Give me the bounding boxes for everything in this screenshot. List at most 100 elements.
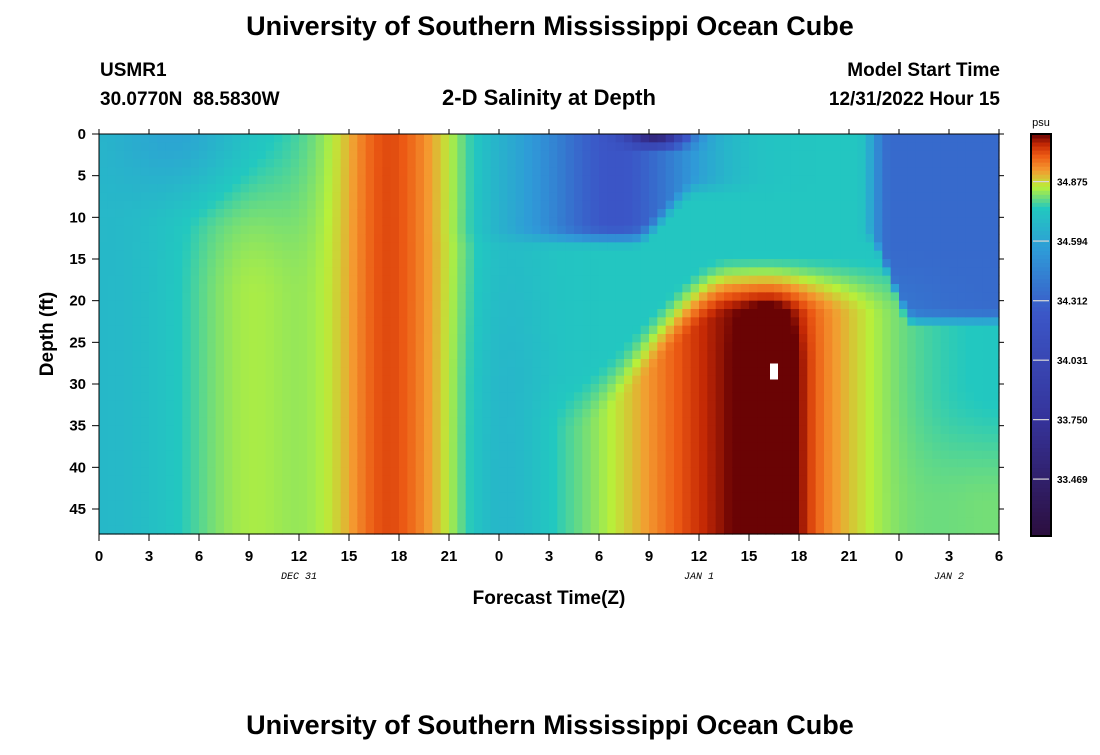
heatmap-cell [649, 292, 658, 302]
heatmap-cell [724, 392, 733, 402]
heatmap-cell [582, 425, 592, 435]
heatmap-cell [449, 359, 458, 368]
heatmap-cell [199, 334, 208, 343]
heatmap-cell [840, 150, 850, 160]
heatmap-cell [324, 350, 333, 360]
heatmap-cell [824, 309, 833, 318]
heatmap-cell [382, 334, 392, 343]
heatmap-cell [365, 450, 375, 460]
heatmap-cell [490, 425, 500, 435]
heatmap-cell [624, 459, 633, 468]
heatmap-cell [132, 234, 142, 243]
heatmap-cell [565, 375, 575, 385]
heatmap-cell [374, 442, 383, 452]
heatmap-cell [549, 317, 558, 327]
heatmap-cell [915, 342, 925, 352]
heatmap-cell [907, 509, 917, 518]
heatmap-cell [457, 492, 467, 502]
heatmap-cell [824, 359, 833, 368]
heatmap-cell [882, 284, 892, 293]
heatmap-cell [532, 142, 542, 152]
heatmap-cell [907, 375, 917, 385]
heatmap-cell [524, 150, 533, 160]
heatmap-cell [540, 459, 550, 468]
heatmap-cell [324, 300, 333, 310]
heatmap-cell [107, 459, 117, 468]
heatmap-cell [507, 492, 517, 502]
heatmap-cell [740, 200, 750, 210]
heatmap-cell [215, 300, 225, 310]
heatmap-cell [499, 417, 508, 427]
heatmap-cell [849, 475, 858, 485]
heatmap-cell [899, 150, 908, 160]
heatmap-cell [574, 384, 583, 393]
heatmap-cell [915, 467, 925, 477]
heatmap-cell [315, 517, 325, 527]
heatmap-cell [99, 142, 108, 152]
heatmap-cell [882, 150, 892, 160]
heatmap-cell [332, 134, 342, 143]
heatmap-cell [524, 275, 533, 285]
heatmap-cell [699, 175, 708, 185]
heatmap-cell [840, 500, 850, 510]
heatmap-cell [649, 167, 658, 177]
heatmap-cell [324, 509, 333, 518]
heatmap-cell [607, 459, 617, 468]
heatmap-cell [507, 200, 517, 210]
heatmap-cell [849, 459, 858, 468]
heatmap-cell [249, 475, 258, 485]
heatmap-cell [207, 209, 217, 218]
heatmap-cell [315, 267, 325, 277]
heatmap-cell [182, 225, 192, 235]
heatmap-cell [449, 325, 458, 335]
heatmap-cell [107, 159, 117, 168]
heatmap-cell [565, 225, 575, 235]
heatmap-cell [249, 209, 258, 218]
heatmap-cell [782, 525, 792, 535]
heatmap-cell [624, 325, 633, 335]
heatmap-cell [540, 400, 550, 410]
heatmap-cell [607, 417, 617, 427]
heatmap-cell [607, 309, 617, 318]
heatmap-cell [182, 409, 192, 418]
heatmap-cell [474, 517, 483, 527]
heatmap-cell [490, 259, 500, 268]
heatmap-cell [132, 142, 142, 152]
heatmap-cell [665, 267, 675, 277]
heatmap-cell [524, 309, 533, 318]
heatmap-cell [865, 434, 875, 443]
heatmap-cell [940, 317, 950, 327]
heatmap-cell [315, 300, 325, 310]
heatmap-cell [299, 450, 308, 460]
heatmap-cell [382, 300, 392, 310]
heatmap-cell [257, 459, 267, 468]
heatmap-cell [149, 342, 158, 352]
heatmap-cell [590, 367, 600, 377]
heatmap-cell [374, 225, 383, 235]
heatmap-cell [640, 275, 650, 285]
heatmap-cell [215, 142, 225, 152]
heatmap-cell [682, 425, 692, 435]
heatmap-cell [582, 375, 592, 385]
heatmap-cell [949, 450, 958, 460]
heatmap-cell [282, 492, 292, 502]
heatmap-cell [515, 350, 525, 360]
heatmap-cell [824, 159, 833, 168]
heatmap-cell [224, 467, 233, 477]
heatmap-cell [515, 275, 525, 285]
heatmap-cell [899, 192, 908, 202]
heatmap-cell [274, 192, 283, 202]
heatmap-cell [274, 375, 283, 385]
heatmap-cell [357, 509, 367, 518]
heatmap-cell [465, 134, 475, 143]
heatmap-cell [749, 234, 758, 243]
heatmap-cell [115, 200, 125, 210]
heatmap-cell [674, 467, 683, 477]
heatmap-cell [715, 309, 725, 318]
heatmap-cell [507, 525, 517, 535]
heatmap-cell [449, 525, 458, 535]
heatmap-cell [124, 450, 133, 460]
heatmap-cell [465, 484, 475, 493]
heatmap-cell [624, 500, 633, 510]
heatmap-cell [690, 234, 700, 243]
